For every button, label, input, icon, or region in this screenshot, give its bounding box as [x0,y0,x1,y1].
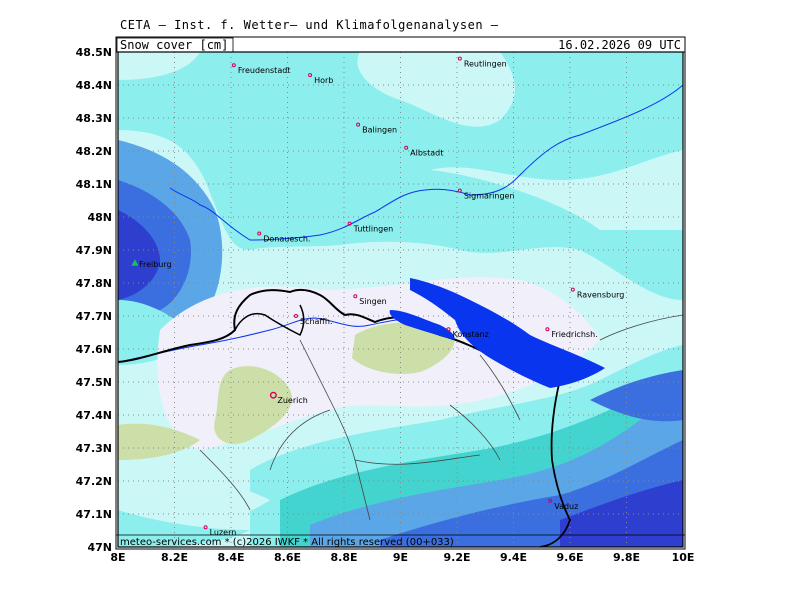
city-label: Konstanz [453,330,489,339]
lat-tick-label: 47.1N [76,508,112,521]
city-marker [446,327,451,332]
city-marker [457,188,462,193]
city-label: Friedrichsh. [551,330,597,339]
lat-tick-label: 47.5N [76,376,112,389]
lat-tick-label: 47.7N [76,310,112,323]
city-marker [404,145,409,150]
lon-tick-label: 8.2E [161,551,188,564]
lon-tick-label: 8.8E [330,551,357,564]
city-label: Tuttlingen [353,225,394,234]
plot-frame-outer [115,36,686,550]
city-marker [457,56,462,61]
city-label: Horb [314,76,333,85]
lat-tick-label: 47.4N [76,409,112,422]
city-marker [347,221,352,226]
lat-tick-label: 47.3N [76,442,112,455]
lat-tick-label: 47.8N [76,277,112,290]
lake-constance [389,278,605,388]
lat-tick-label: 48N [87,211,112,224]
city-label: Freiburg [139,260,172,269]
city-marker [231,63,236,68]
lat-tick-label: 48.5N [76,46,112,59]
datetime-label: 16.02.2026 09 UTC [558,38,681,52]
city-marker [548,498,553,503]
city-marker [356,122,361,127]
lat-tick-label: 48.4N [76,79,112,92]
city-label: Freudenstadt [238,66,291,75]
city-label: Balingen [362,126,397,135]
lon-tick-label: 9.8E [613,551,640,564]
city-marker [545,327,550,332]
lat-tick-label: 48.2N [76,145,112,158]
field-label-box [116,37,234,53]
coordinate-grid [118,52,683,547]
lat-tick-label: 48.3N [76,112,112,125]
field-label: Snow_cover_[cm] [120,38,228,52]
city-label: Singen [359,297,386,306]
lat-tick-label: 47.6N [76,343,112,356]
city-marker [353,294,358,299]
city-label: Reutlingen [464,60,507,69]
rhine-river [118,317,411,363]
lon-tick-label: 8.6E [274,551,301,564]
lon-tick-label: 8E [110,551,125,564]
city-marker [269,391,277,399]
lat-tick-label: 47.9N [76,244,112,257]
city-label: Luzern [210,528,237,537]
city-marker [131,259,139,266]
city-label: Donauesch. [263,235,310,244]
lon-tick-label: 9.4E [500,551,527,564]
city-label: Schaffh. [300,317,333,326]
longitude-tick-labels: 8E 8.2E 8.4E 8.6E 8.8E 9E 9.2E 9.4E 9.6E 9.8E 10E [110,551,694,564]
map-header-title: CETA – Inst. f. Wetter– und Klimafolgena… [120,18,499,32]
city-markers: Freudenstadt Horb Reutlingen Balingen Albsta… [131,56,625,537]
lat-tick-label: 47.2N [76,475,112,488]
city-marker [257,231,262,236]
lon-tick-label: 9E [393,551,408,564]
lon-tick-label: 10E [672,551,695,564]
lat-tick-label: 48.1N [76,178,112,191]
danube-river [169,84,683,241]
schaffhausen-border [234,304,305,337]
city-marker [570,287,575,292]
city-marker [308,73,313,78]
lon-tick-label: 9.6E [556,551,583,564]
liechtenstein-border [539,379,571,547]
lon-tick-label: 8.4E [217,551,244,564]
canton-borders [199,314,683,521]
lat-tick-label: 47N [87,541,112,554]
city-label: Vaduz [554,502,578,511]
lon-tick-label: 9.2E [443,551,470,564]
city-marker [203,525,208,530]
latitude-tick-labels: 48.5N 48.4N 48.3N 48.2N 48.1N 48N 47.9N 47.8N 47… [76,46,112,554]
copyright-footer: meteo-services.com * (c)2026 IWKF * All … [120,537,454,548]
city-label: Albstadt [410,149,443,158]
city-label: Zuerich [277,396,307,405]
city-label: Sigmaringen [464,192,515,201]
city-label: Ravensburg [577,291,625,300]
city-marker [293,314,298,318]
